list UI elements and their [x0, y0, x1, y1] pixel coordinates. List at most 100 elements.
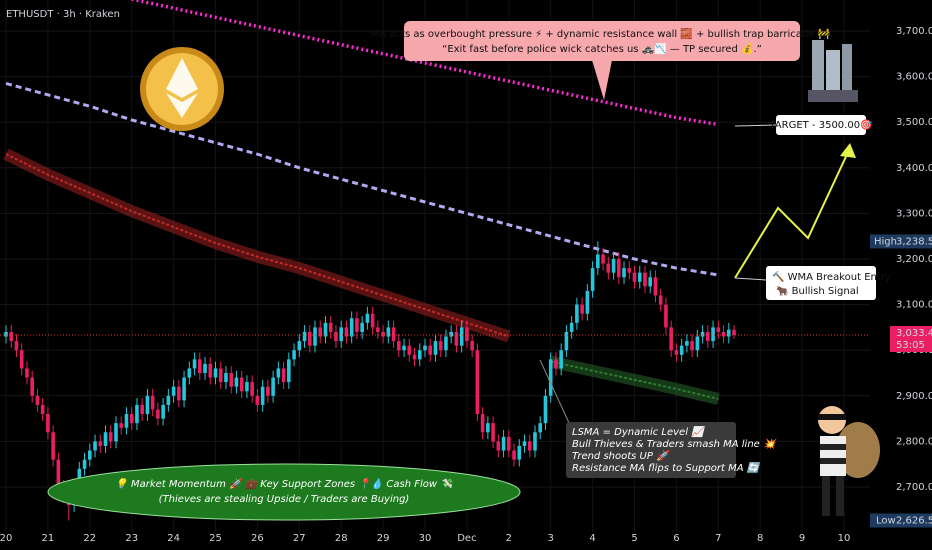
candle-body: [260, 386, 265, 405]
candle-body: [391, 327, 396, 342]
candle-body: [51, 432, 55, 460]
candle-body: [197, 359, 202, 374]
x-tick-label: 4: [589, 533, 595, 544]
candle-body: [486, 423, 490, 433]
candle-body: [653, 277, 658, 296]
candle-body: [402, 345, 406, 351]
candle-body: [627, 268, 632, 273]
candle-body: [93, 441, 97, 451]
candle-body: [512, 450, 516, 460]
candle-body: [328, 322, 333, 332]
x-tick-label: 10: [838, 533, 851, 544]
x-tick-label: 25: [209, 533, 222, 544]
candle-body: [234, 377, 239, 387]
candle-body: [381, 331, 385, 337]
candle-body: [470, 341, 474, 351]
lsma-box: LSMA = Dynamic Level 📈 Bull Thieves & Tr…: [566, 422, 778, 478]
candle-body: [695, 336, 700, 351]
candle-body: [166, 395, 171, 405]
candle-body: [496, 441, 501, 451]
x-tick-label: 6: [673, 533, 679, 544]
candle-body: [465, 327, 469, 342]
candle-body: [370, 313, 375, 328]
candle-body: [706, 331, 710, 342]
low-box: [870, 513, 932, 528]
candle-body: [711, 327, 715, 342]
candle-body: [124, 414, 129, 428]
candle-body: [145, 395, 150, 415]
target-connector: [734, 124, 777, 127]
candle-body: [637, 272, 642, 282]
candle-body: [517, 445, 522, 460]
candle-body: [674, 350, 679, 355]
candle-body: [213, 368, 218, 378]
candle-body: [527, 441, 532, 451]
countdown-label: 53:05: [896, 340, 925, 351]
x-tick-label: 3: [548, 533, 554, 544]
x-tick-label: 7: [715, 533, 721, 544]
candle-body: [459, 327, 464, 346]
candle-body: [575, 304, 579, 323]
candle-body: [229, 373, 234, 387]
candle-body: [135, 404, 139, 424]
candle-body: [14, 341, 19, 351]
candle-body: [245, 382, 249, 392]
candle-body: [318, 327, 323, 337]
entry-connector: [734, 277, 767, 281]
y-tick-label: 2,800.00: [896, 436, 932, 447]
support-ellipse: 💡 Market Momentum 🚀 💼 Key Support Zones …: [47, 463, 521, 521]
candle-body: [82, 459, 87, 469]
candle-body: [177, 386, 181, 401]
candle-body: [622, 268, 626, 278]
y-tick-label: 2,700.00: [896, 482, 932, 493]
lsma-line: Bull Thieves & Traders smash MA line 💥: [572, 437, 778, 450]
x-tick-label: 27: [293, 533, 306, 544]
last-price-box: [890, 325, 932, 352]
ma-line: [131, 0, 719, 127]
bubble-callout: “MA acts as overbought pressure ⚡ + dyna…: [366, 21, 838, 100]
candle-body: [192, 359, 197, 369]
candle-body: [271, 377, 275, 396]
ma-line: [550, 360, 719, 400]
candle-body: [533, 432, 537, 451]
candle-body: [218, 368, 223, 383]
candle-body: [150, 395, 155, 410]
candle-body: [601, 254, 605, 264]
x-tick-label: 30: [419, 533, 432, 544]
entry-line: 🔨 WMA Breakout Entry: [772, 270, 891, 283]
x-tick-label: 9: [799, 533, 805, 544]
candle-body: [397, 341, 401, 351]
candle-body: [334, 331, 338, 342]
x-tick-label: 2: [506, 533, 512, 544]
y-tick-label: 3,200.00: [896, 254, 932, 265]
candle-body: [543, 395, 548, 424]
candle-body: [349, 318, 354, 337]
arrow-head: [840, 143, 856, 158]
y-tick-label: 3,300.00: [896, 208, 932, 219]
x-tick-label: 29: [377, 533, 390, 544]
low-name: Low: [876, 515, 896, 526]
lsma-line: Resistance MA flips to Support MA 🔄: [572, 461, 762, 474]
candle-body: [616, 259, 621, 278]
candle-body: [564, 331, 569, 351]
candle-body: [9, 331, 14, 342]
candle-body: [433, 341, 438, 355]
candle-body: [156, 409, 160, 419]
candle-body: [590, 268, 595, 291]
x-tick-label: 24: [167, 533, 180, 544]
candle-body: [412, 354, 417, 360]
candle-body: [548, 359, 553, 396]
candle-body: [632, 272, 637, 282]
candle-body: [669, 327, 673, 351]
bubble-line: “Exit fast before police wick catches us…: [442, 42, 762, 55]
candle-body: [658, 295, 663, 305]
x-tick-label: Dec: [457, 533, 476, 544]
high-label: 3,238.53: [896, 236, 932, 247]
candle-body: [664, 304, 668, 328]
projection-arrow: [734, 147, 851, 279]
entry-box: 🔨 WMA Breakout Entry 🐂 Bullish Signal: [766, 266, 891, 300]
candle-body: [292, 350, 296, 360]
candle-body: [365, 313, 370, 323]
candle-body: [454, 331, 459, 346]
